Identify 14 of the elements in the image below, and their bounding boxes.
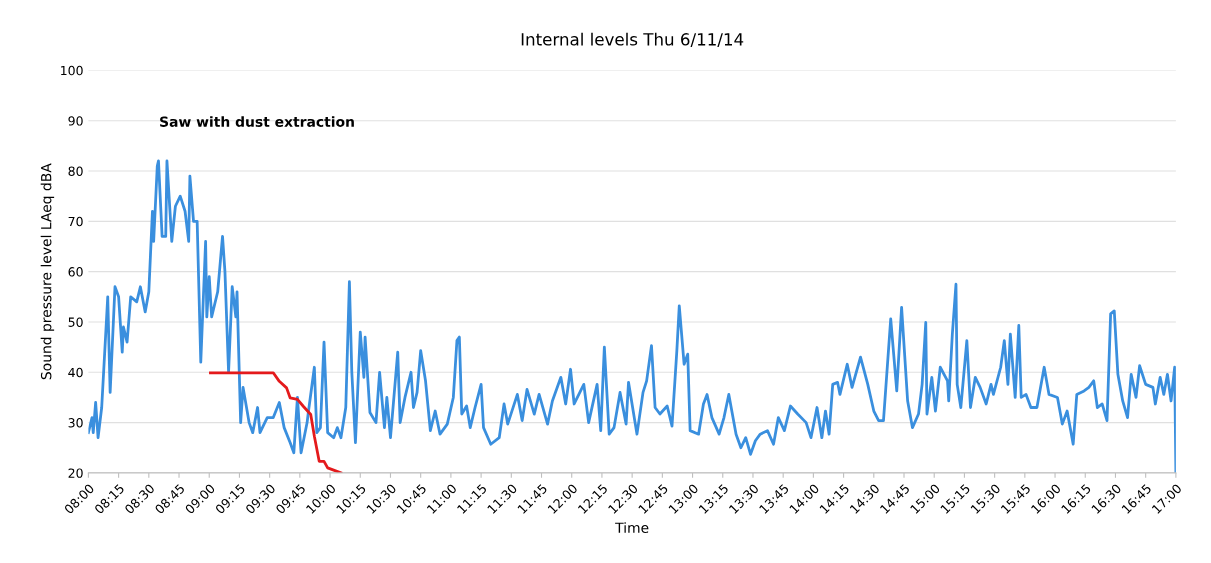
y-tick-label: 80 <box>68 166 83 176</box>
y-tick-label: 40 <box>68 367 83 378</box>
y-tick-label: 100 <box>61 65 83 76</box>
line-series <box>209 371 343 473</box>
x-axis-title: Time <box>615 522 649 533</box>
y-tick-label: 50 <box>68 317 83 327</box>
y-tick-label: 20 <box>68 468 83 478</box>
y-tick-label: 60 <box>68 267 83 277</box>
y-tick-label: 90 <box>68 116 83 126</box>
chart-title: Internal levels Thu 6/11/14 <box>521 32 744 47</box>
y-tick-label: 70 <box>68 216 83 227</box>
y-tick-label: 30 <box>68 418 83 428</box>
annotation: Saw with dust extraction <box>160 116 354 127</box>
y-axis-title: Sound pressure level LAeq dBA <box>40 163 55 380</box>
